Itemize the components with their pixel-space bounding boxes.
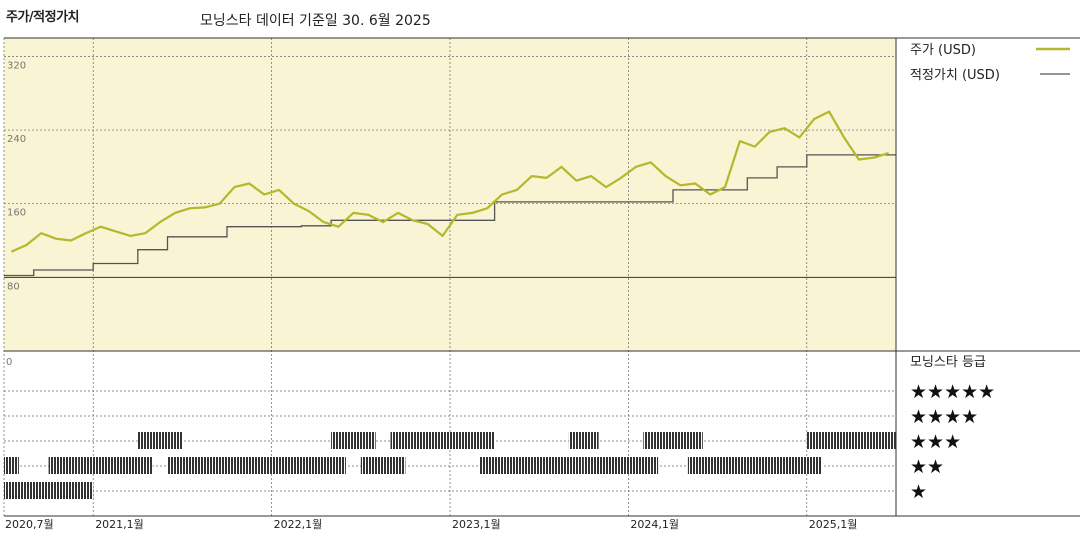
rating-bar: [137, 432, 183, 449]
rating-zero-label: 0: [6, 357, 12, 368]
rating-level-3-stars: ★★★: [910, 431, 961, 453]
rating-bar: [78, 457, 153, 474]
rating-title: 모닝스타 등급: [910, 355, 986, 370]
chart-title: 주가/적정가치: [6, 10, 80, 25]
rating-bar: [583, 457, 659, 474]
rating-level-1-stars: ★: [910, 481, 927, 503]
price-line: [10, 110, 889, 253]
legend-fair-label: 적정가치 (USD): [910, 68, 1000, 83]
rating-bar: [4, 457, 19, 474]
x-tick-label: 2022,1월: [274, 518, 323, 531]
grid-lines: [3, 38, 896, 516]
rating-level-5-stars: ★★★★★: [910, 381, 995, 403]
rating-bar: [360, 457, 406, 474]
rating-bar: [48, 457, 79, 474]
y-tick-label: 160: [7, 208, 26, 219]
data-source-date: 모닝스타 데이터 기준일 30. 6월 2025: [200, 13, 431, 29]
y-tick-label: 240: [7, 134, 26, 145]
rating-bar: [167, 457, 346, 474]
rating-bar: [63, 482, 94, 499]
rating-bar: [806, 432, 896, 449]
legend: 주가 (USD) 적정가치 (USD) 모닝스타 등급: [910, 43, 1070, 370]
frame: [4, 37, 1080, 517]
x-tick-label: 2024,1월: [630, 518, 679, 531]
rating-bar: [331, 432, 376, 449]
rating-bar: [568, 432, 599, 449]
rating-bar: [687, 457, 822, 474]
rating-levels: ★★★★★★★★★★★★★★★: [910, 381, 995, 503]
rating-level-4-stars: ★★★★: [910, 406, 978, 428]
x-tick-label: 2023,1월: [452, 518, 501, 531]
x-tick-label: 2025,1월: [809, 518, 858, 531]
rating-level-2-stars: ★★: [910, 456, 944, 478]
x-axis-ticks: 2020,7월 2021,1월 2022,1월 2023,1월 2024,1월 2025,…: [5, 518, 857, 531]
rating-bar: [479, 457, 584, 474]
fair-value-line: [4, 154, 896, 277]
y-tick-label: 80: [7, 281, 20, 292]
y-axis-ticks: 320 240 160 80 0: [6, 60, 26, 368]
y-tick-label: 320: [7, 60, 26, 71]
rating-bar: [390, 432, 495, 449]
legend-price-label: 주가 (USD): [910, 43, 976, 58]
x-tick-label: 2021,1월: [95, 518, 144, 531]
x-tick-label: 2020,7월: [5, 518, 54, 531]
rating-bar: [643, 432, 703, 449]
rating-bar: [4, 482, 64, 499]
rating-bars: [4, 432, 896, 499]
